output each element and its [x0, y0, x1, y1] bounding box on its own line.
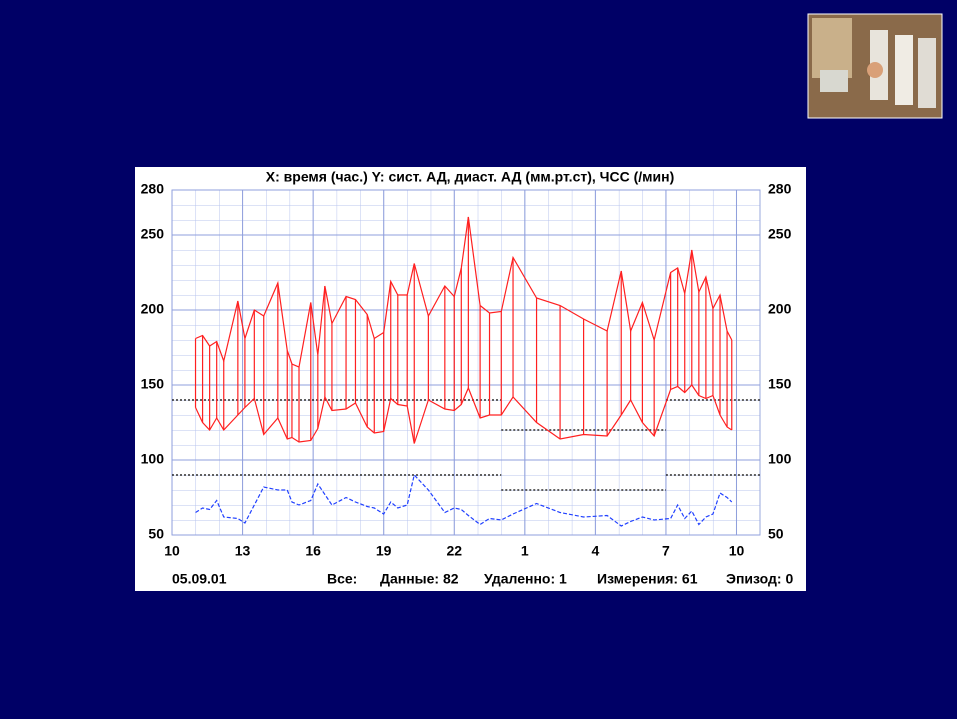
x-tick-label: 10	[729, 543, 745, 559]
x-tick-label: 19	[376, 543, 392, 559]
y-tick-label: 200	[141, 301, 165, 317]
footer-data: Данные: 82	[380, 571, 459, 587]
x-tick-label: 1	[521, 543, 529, 559]
y-tick-label: 250	[141, 226, 165, 242]
x-tick-label: 7	[662, 543, 670, 559]
y2-tick-label: 150	[768, 376, 792, 392]
y-tick-label: 100	[141, 451, 165, 467]
x-tick-label: 22	[446, 543, 462, 559]
series-line	[195, 473, 733, 527]
y-tick-label: 50	[148, 526, 164, 542]
y2-tick-label: 200	[768, 301, 792, 317]
footer-measurements: Измерения: 61	[597, 571, 698, 587]
x-tick-label: 10	[164, 543, 180, 559]
footer-deleted: Удаленно: 1	[484, 571, 567, 587]
footer-episode: Эпизод: 0	[726, 571, 793, 587]
footer-label: Все:	[327, 571, 357, 587]
series-line	[195, 216, 733, 368]
y2-tick-label: 100	[768, 451, 792, 467]
chart-title: X: время (час.) Y: сист. АД, диаст. АД (…	[266, 169, 674, 185]
date: 05.09.01	[172, 571, 227, 587]
y2-tick-label: 280	[768, 181, 792, 197]
minor-grid	[172, 190, 760, 535]
photo	[807, 13, 943, 119]
y2-tick-label: 50	[768, 526, 784, 542]
x-tick-label: 16	[305, 543, 321, 559]
x-tick-label: 13	[235, 543, 251, 559]
y-tick-label: 150	[141, 376, 165, 392]
series-line	[194, 384, 733, 444]
x-tick-label: 4	[591, 543, 599, 559]
y2-tick-label: 250	[768, 226, 792, 242]
y-tick-label: 280	[141, 181, 165, 197]
